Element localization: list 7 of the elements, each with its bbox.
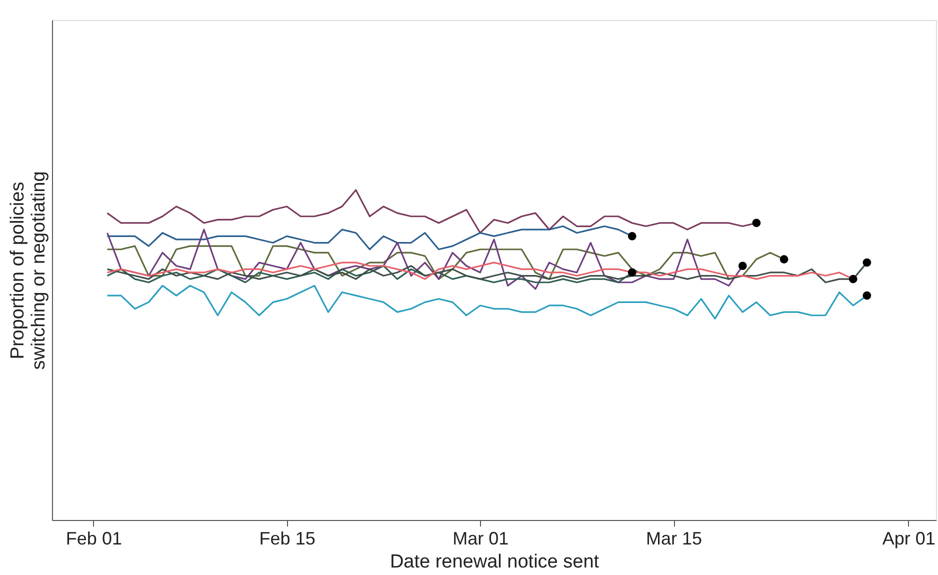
x-axis-title: Date renewal notice sent: [390, 552, 600, 572]
x-tick-label: Feb 01: [66, 528, 122, 548]
x-tick-label: Mar 15: [646, 528, 702, 548]
x-tick-label: Mar 01: [452, 528, 509, 548]
x-tick-label: Feb 15: [259, 528, 316, 548]
x-tick-label: Apr 01: [882, 528, 936, 548]
y-axis-title: Proportion of policies switching or negotiating: [8, 171, 50, 370]
